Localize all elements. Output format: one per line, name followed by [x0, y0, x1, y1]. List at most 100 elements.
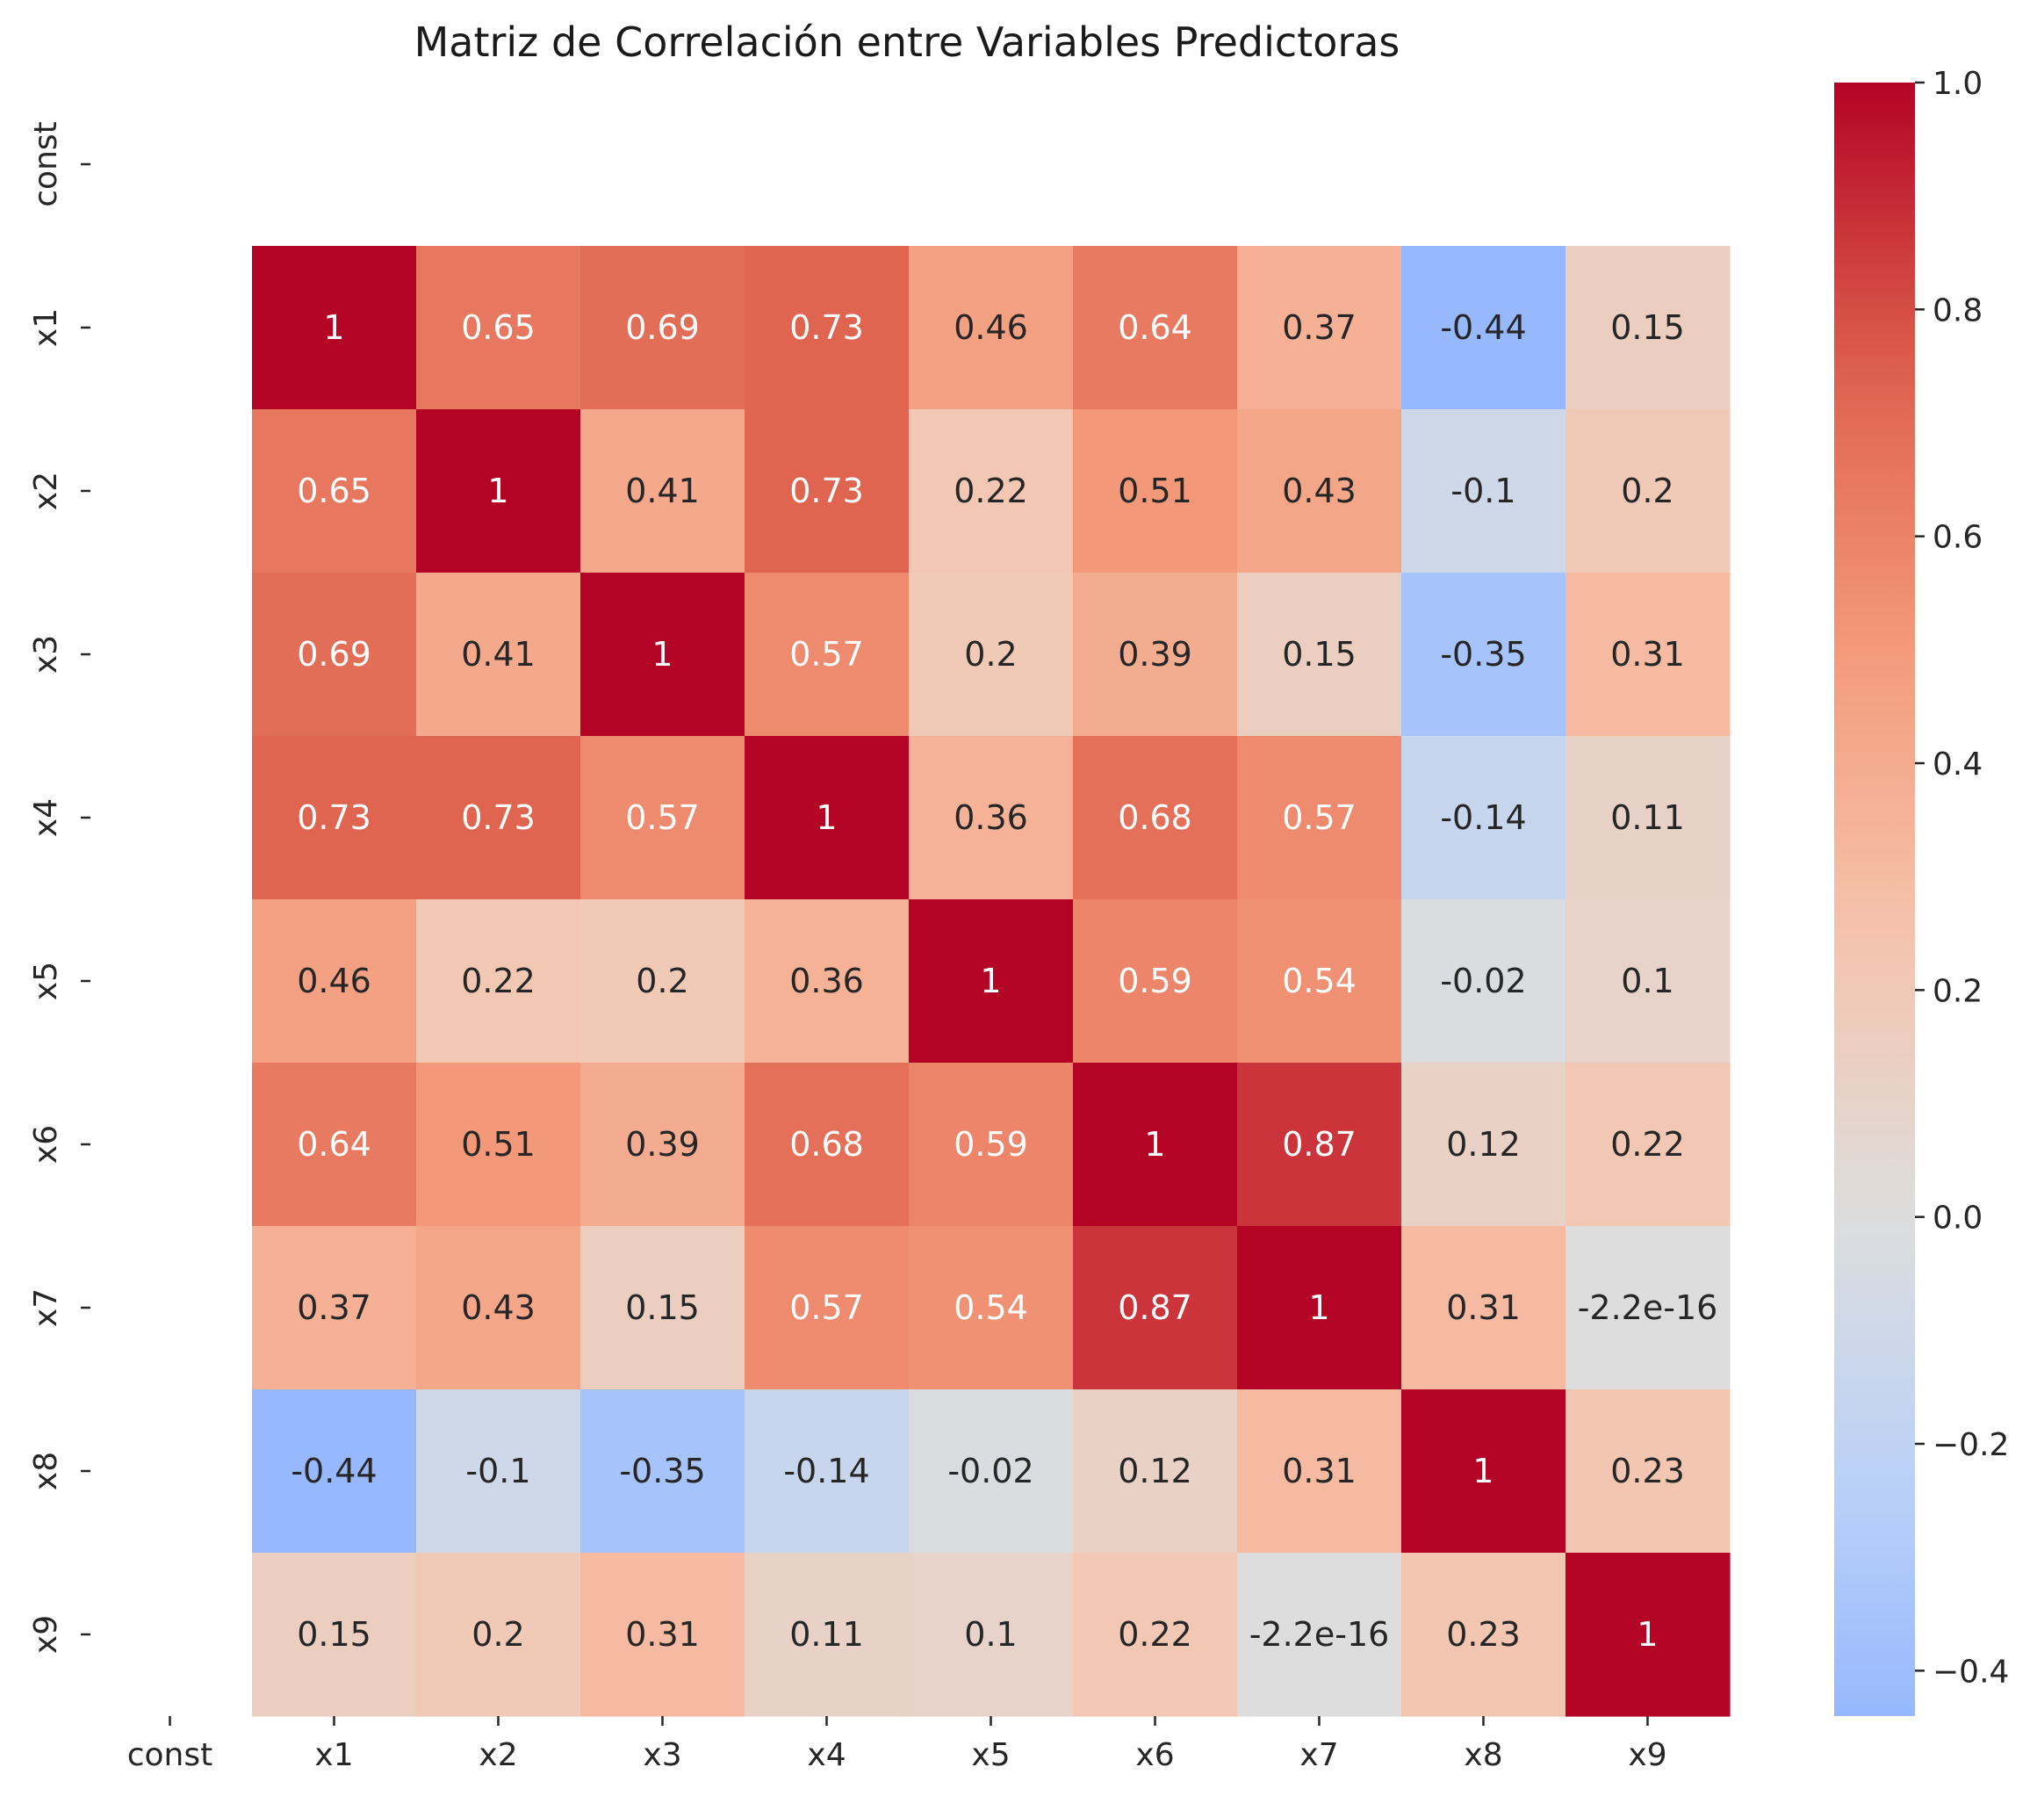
heatmap-cell-x3-x9: [1565, 573, 1731, 737]
cell-annotation: 0.68: [789, 1125, 864, 1164]
cell-annotation: 0.69: [625, 308, 700, 347]
heatmap-cell-x9-x6: [1073, 1553, 1238, 1717]
cell-annotation: -0.02: [947, 1452, 1033, 1490]
heatmap-cell-x3-x1: [252, 573, 417, 737]
heatmap-cell-x7-x5: [909, 1226, 1074, 1390]
heatmap-cell-x2-x2: [416, 409, 581, 573]
cell-annotation: 0.22: [954, 472, 1028, 510]
y-tick-label: x9: [28, 1615, 64, 1654]
colorbar-tick-label: −0.4: [1932, 1654, 2009, 1690]
cell-annotation: 0.54: [1282, 962, 1357, 1000]
heatmap-cell-x5-x7: [1237, 899, 1402, 1064]
heatmap-cell-x1-x9: [1565, 246, 1731, 410]
cell-annotation: -0.02: [1440, 962, 1526, 1000]
cell-annotation: 1: [487, 472, 508, 510]
heatmap-cell-x4-x5: [909, 736, 1074, 900]
heatmap-cell-x2-x5: [909, 409, 1074, 573]
heatmap-cell-x9-x4: [745, 1553, 910, 1717]
cell-annotation: 0.87: [1118, 1288, 1192, 1327]
cell-annotation: -0.1: [465, 1452, 530, 1490]
cell-annotation: 0.64: [297, 1125, 371, 1164]
cell-annotation: 0.64: [1118, 308, 1192, 347]
y-tick-label: x5: [28, 962, 64, 1000]
cell-annotation: 0.39: [1118, 635, 1192, 674]
cell-annotation: 0.36: [789, 962, 864, 1000]
cell-annotation: 0.57: [789, 635, 864, 674]
cell-annotation: 0.43: [1282, 472, 1357, 510]
cell-annotation: -0.44: [1440, 308, 1526, 347]
heatmap-cell-x3-x7: [1237, 573, 1402, 737]
cell-annotation: 0.73: [461, 798, 536, 837]
heatmap-cell-x8-x2: [416, 1389, 581, 1554]
cell-annotation: 0.11: [789, 1615, 864, 1654]
colorbar-tick-label: −0.2: [1932, 1427, 2009, 1463]
heatmap-cell-x8-x7: [1237, 1389, 1402, 1554]
heatmap-cell-x8-x3: [580, 1389, 745, 1554]
heatmap-cell-x1-x1: [252, 246, 417, 410]
x-tick-label: x1: [314, 1737, 353, 1773]
colorbar-gradient: [1834, 83, 1915, 1716]
heatmap-cell-x5-x4: [745, 899, 910, 1064]
heatmap-cell-x8-x4: [745, 1389, 910, 1554]
heatmap-cell-x7-x2: [416, 1226, 581, 1390]
x-tick-label: x6: [1135, 1737, 1174, 1773]
heatmap-cell-x1-x2: [416, 246, 581, 410]
cell-annotation: 0.22: [1610, 1125, 1685, 1164]
x-tick-label: const: [127, 1737, 213, 1773]
x-axis: const x1 x2 x3 x4 x5 x6 x7 x8 x9: [127, 1716, 1667, 1773]
cell-annotation: -2.2e-16: [1578, 1288, 1718, 1327]
cell-annotation: 0.68: [1118, 798, 1192, 837]
cell-annotation: 0.2: [636, 962, 688, 1000]
heatmap-cell-x8-x5: [909, 1389, 1074, 1554]
heatmap-cell-x4-x9: [1565, 736, 1731, 900]
heatmap-cell-x7-x4: [745, 1226, 910, 1390]
heatmap-cell-x1-x4: [745, 246, 910, 410]
heatmap-cell-x4-x3: [580, 736, 745, 900]
cell-annotation: 0.23: [1446, 1615, 1521, 1654]
cell-annotation: 0.1: [964, 1615, 1017, 1654]
heatmap-cell-x3-x2: [416, 573, 581, 737]
cell-annotation: 0.37: [1282, 308, 1357, 347]
y-tick-label: x4: [28, 798, 64, 837]
y-tick-label: x1: [28, 308, 64, 347]
y-tick-label: x7: [28, 1288, 64, 1327]
cell-annotation: 1: [1472, 1452, 1493, 1490]
x-tick-label: x3: [643, 1737, 681, 1773]
cell-annotation: 0.41: [625, 472, 700, 510]
colorbar-tick-label: 0.4: [1932, 747, 1983, 783]
heatmap-cell-x1-x6: [1073, 246, 1238, 410]
colorbar-tick-label: 0.6: [1932, 520, 1983, 556]
cell-annotation: 0.46: [954, 308, 1028, 347]
cell-annotation: 0.51: [1118, 472, 1192, 510]
cell-annotation: 0.46: [297, 962, 371, 1000]
heatmap-cell-x2-x4: [745, 409, 910, 573]
cell-annotation: -2.2e-16: [1249, 1615, 1390, 1654]
cell-annotation: 0.73: [789, 472, 864, 510]
heatmap-cell-x1-x8: [1401, 246, 1566, 410]
heatmap-cell-x5-x6: [1073, 899, 1238, 1064]
cell-annotation: 1: [323, 308, 344, 347]
heatmap-cell-x9-x9: [1565, 1553, 1731, 1717]
cell-annotation: 0.31: [625, 1615, 700, 1654]
cell-annotation: 0.51: [461, 1125, 536, 1164]
heatmap-cell-x6-x5: [909, 1063, 1074, 1227]
x-tick-label: x7: [1299, 1737, 1338, 1773]
y-tick-label: const: [28, 121, 64, 207]
heatmap-cell-x3-x6: [1073, 573, 1238, 737]
cell-annotation: 0.65: [297, 472, 371, 510]
heatmap-cell-x5-x2: [416, 899, 581, 1064]
heatmap-cell-x9-x7: [1237, 1553, 1402, 1717]
cell-annotation: 0.15: [625, 1288, 700, 1327]
cell-annotation: 0.12: [1446, 1125, 1521, 1164]
heatmap-cell-x3-x8: [1401, 573, 1566, 737]
heatmap-cell-x4-x6: [1073, 736, 1238, 900]
cell-annotation: 0.59: [954, 1125, 1028, 1164]
heatmap-cell-x7-x3: [580, 1226, 745, 1390]
heatmap-cell-x6-x1: [252, 1063, 417, 1227]
cell-annotation: 0.31: [1610, 635, 1685, 674]
cell-annotation: 1: [1637, 1615, 1658, 1654]
heatmap-cell-x3-x4: [745, 573, 910, 737]
heatmap-cell-x1-x7: [1237, 246, 1402, 410]
y-tick-label: x8: [28, 1452, 64, 1490]
